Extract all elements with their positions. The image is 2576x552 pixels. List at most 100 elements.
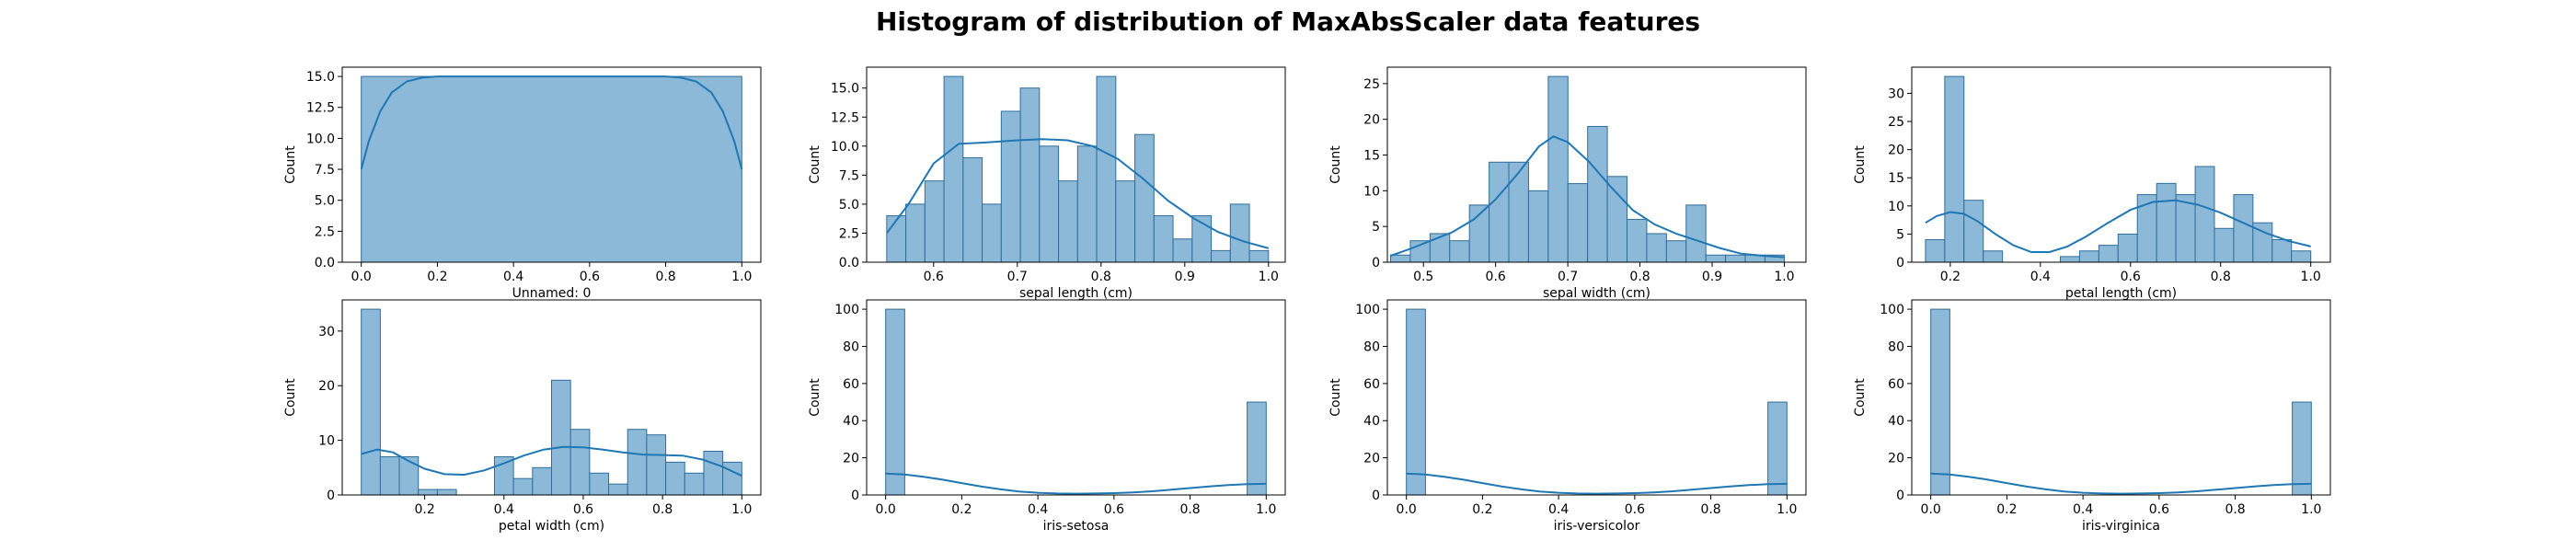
y-tick-label: 100	[834, 303, 859, 317]
x-tick-label: 0.4	[1028, 502, 1048, 517]
histogram-bar	[2059, 256, 2080, 263]
histogram-bar	[361, 75, 742, 263]
histogram-bar	[379, 455, 400, 496]
histogram-bar	[982, 203, 1002, 263]
histogram-bar	[2098, 245, 2119, 263]
x-axis-label: iris-setosa	[1043, 519, 1110, 534]
x-tick-label: 0.6	[2121, 270, 2141, 284]
histogram-bar	[1930, 308, 1950, 496]
histogram-bar	[1567, 183, 1589, 263]
subplot-7: 0.0 0.2 0.4 0.6 0.8 1.0 0 20 40 60 80 100 iris-versi…	[1328, 299, 1807, 534]
x-tick-label: 0.8	[1629, 270, 1650, 284]
subplot-1: 0.0 0.2 0.4 0.6 0.8 1.0 0.0 2.5 5.0 7.5 10.0 12.5 15…	[283, 66, 762, 301]
y-tick-label: 10	[318, 434, 335, 449]
histogram-bar	[924, 180, 945, 263]
histogram-bar	[886, 215, 907, 263]
subplot-4: 0.2 0.4 0.6 0.8 1.0 0 5 10 15 20 25 30 petal length …	[1853, 66, 2331, 301]
histogram-bar	[684, 472, 705, 496]
y-axis-label: Count	[1853, 378, 1868, 417]
subplot-6: 0.0 0.2 0.4 0.6 0.8 1.0 0 20 40 60 80 100 iris-setos…	[808, 299, 1286, 534]
y-tick-label: 20	[843, 452, 859, 466]
histogram-bars	[1390, 75, 1785, 263]
histogram-bars	[885, 308, 1267, 496]
y-tick-label: 25	[1888, 115, 1904, 130]
kde-line	[1930, 472, 2312, 495]
x-tick-label: 0.4	[2030, 270, 2051, 284]
histogram-bar	[1725, 254, 1746, 263]
axes-frame	[1911, 299, 2331, 496]
histogram-bar	[1508, 161, 1529, 263]
kde-line	[1406, 472, 1788, 495]
kde-line	[360, 75, 743, 170]
x-tick-label: 0.2	[414, 502, 434, 517]
histogram-bar	[1983, 250, 2004, 263]
histogram-bar	[569, 429, 591, 496]
y-tick-label: 20	[1888, 144, 1904, 158]
histogram-bar	[1944, 75, 1965, 263]
y-tick-label: 10.0	[831, 140, 859, 155]
histogram-bar	[1096, 75, 1117, 263]
histogram-bar	[361, 308, 381, 496]
y-tick-label: 20	[1363, 452, 1380, 466]
x-tick-label: 1.0	[731, 502, 752, 517]
x-tick-label: 0.8	[1179, 502, 1200, 517]
axes-frame	[341, 299, 762, 496]
x-tick-label: 0.6	[1486, 270, 1506, 284]
x-tick-label: 0.4	[503, 270, 523, 284]
histogram-bar	[1767, 401, 1788, 496]
histogram-bar	[1925, 239, 1946, 263]
x-tick-label: 0.6	[2149, 502, 2169, 517]
axes-frame	[1386, 66, 1807, 263]
x-axis-label: petal length (cm)	[2065, 286, 2177, 301]
axes-frame	[866, 66, 1286, 263]
x-tick-label: 0.8	[2225, 502, 2245, 517]
y-tick-label: 10	[1363, 184, 1380, 199]
y-tick-label: 12.5	[831, 110, 859, 125]
histogram-bar	[2175, 194, 2196, 263]
x-axis-label: Unnamed: 0	[512, 286, 592, 301]
histogram-bar	[418, 489, 438, 496]
subplot-5: 0.2 0.4 0.6 0.8 1.0 0 10 20 30 petal width (cm) Co…	[283, 299, 762, 534]
histogram-bar	[1211, 249, 1231, 263]
y-tick-label: 80	[1363, 339, 1380, 354]
y-tick-label: 0	[327, 489, 335, 503]
y-tick-label: 30	[318, 325, 335, 339]
histogram-bar	[1039, 145, 1060, 263]
y-tick-label: 10.0	[306, 132, 335, 146]
histogram-bar	[1705, 254, 1727, 263]
subplot-8: 0.0 0.2 0.4 0.6 0.8 1.0 0 20 40 60 80 100 iris-virgi…	[1853, 299, 2331, 534]
y-axis-label: Count	[283, 378, 298, 417]
x-axis-label: sepal length (cm)	[1019, 286, 1133, 301]
y-tick-label: 25	[1363, 77, 1380, 92]
histogram-bar	[1665, 240, 1687, 263]
y-axis-label: Count	[283, 145, 298, 184]
x-tick-label: 0.8	[1700, 502, 1720, 517]
histogram-bar	[943, 75, 964, 263]
axes-frame	[341, 66, 762, 263]
histogram-bar	[1449, 240, 1470, 263]
x-tick-label: 0.0	[1921, 502, 1941, 517]
y-tick-label: 15	[1888, 171, 1904, 186]
x-tick-label: 0.6	[580, 270, 600, 284]
y-axis-label: Count	[1328, 145, 1343, 184]
histogram-bar	[1527, 190, 1549, 263]
y-axis-label: Count	[808, 145, 822, 184]
histogram-bar	[608, 483, 628, 496]
y-tick-label: 10	[1888, 200, 1904, 214]
y-tick-label: 0	[1896, 256, 1904, 270]
x-tick-label: 1.0	[731, 270, 752, 284]
histogram-bar	[1229, 203, 1250, 263]
x-tick-label: 0.0	[1397, 502, 1417, 517]
x-tick-label: 0.8	[1091, 270, 1111, 284]
subplot-3: 0.5 0.6 0.7 0.8 0.9 1.0 0 5 10 15 20 25 sepal width …	[1328, 66, 1807, 301]
x-tick-label: 1.0	[1774, 270, 1794, 284]
x-axis-label: iris-versicolor	[1554, 519, 1640, 534]
histogram-bar	[436, 489, 457, 496]
axes-frame	[866, 299, 1286, 496]
kde-line	[885, 138, 1270, 249]
y-tick-label: 7.5	[315, 163, 335, 178]
y-tick-label: 60	[1363, 377, 1380, 392]
x-tick-label: 0.5	[1413, 270, 1433, 284]
histogram-bar	[1627, 218, 1648, 263]
y-tick-label: 20	[1888, 452, 1904, 466]
